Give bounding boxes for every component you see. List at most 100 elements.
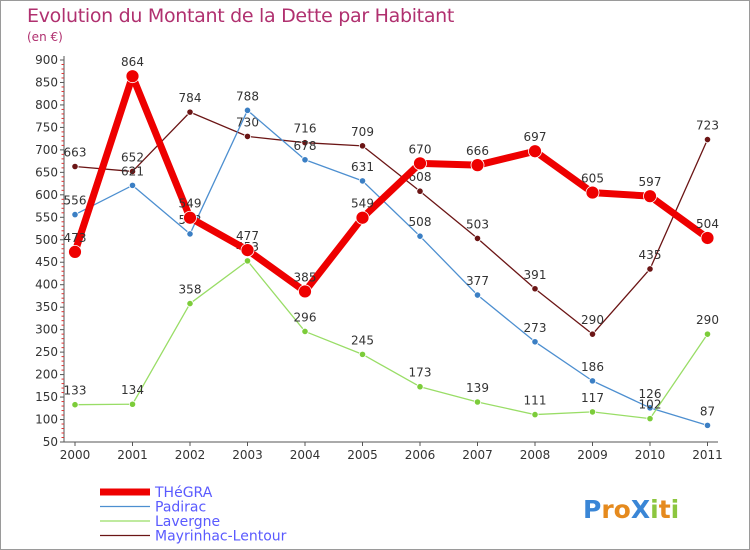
data-point-padirac: [473, 291, 482, 299]
data-point-lavergne: [301, 327, 309, 336]
data-label-lavergne: 290: [696, 313, 719, 327]
data-label-th-gra: 697: [524, 130, 547, 144]
data-point-lavergne: [646, 415, 654, 423]
data-point-lavergne: [416, 383, 424, 391]
series-lavergne: 133134358453296245173139111117102290: [64, 240, 719, 423]
data-label-lavergne: 111: [524, 394, 547, 408]
data-label-padirac: 788: [236, 89, 259, 103]
data-point-th-gra: [643, 189, 657, 204]
data-point-padirac: [531, 338, 539, 346]
data-label-mayrinhac-lentour: 716: [294, 122, 317, 136]
data-point-lavergne: [71, 401, 79, 409]
y-tick-label: 300: [35, 323, 58, 337]
data-label-mayrinhac-lentour: 709: [351, 125, 374, 139]
y-tick-label: 350: [35, 300, 58, 314]
data-point-padirac: [358, 177, 367, 185]
data-point-lavergne: [186, 299, 194, 308]
data-point-lavergne: [588, 408, 597, 416]
data-point-th-gra: [700, 231, 715, 245]
x-tick-label: 2011: [692, 448, 723, 462]
y-tick-label: 200: [35, 368, 58, 382]
data-point-mayrinhac-lentour: [531, 285, 539, 293]
data-label-mayrinhac-lentour: 652: [121, 150, 144, 164]
data-label-th-gra: 385: [294, 270, 317, 284]
data-label-lavergne: 358: [179, 283, 202, 297]
series-mayrinhac-lentour: 663 652 784 730 716 709 608 503 391 290 435 723: [64, 91, 719, 338]
data-point-mayrinhac-lentour: [301, 139, 309, 147]
data-label-th-gra: 597: [639, 175, 662, 189]
data-point-th-gra: [298, 284, 312, 299]
y-tick-label: 900: [35, 53, 58, 67]
data-point-mayrinhac-lentour: [128, 167, 137, 176]
data-point-padirac: [301, 156, 309, 164]
data-label-mayrinhac-lentour: 723: [696, 119, 719, 133]
data-label-th-gra: 864: [121, 55, 144, 69]
x-tick-label: 2000: [60, 448, 91, 462]
y-tick-label: 500: [35, 233, 58, 247]
data-label-lavergne: 139: [466, 381, 489, 395]
data-label-padirac: 87: [700, 404, 715, 418]
series-padirac: 55662151378867863150837727318612687: [64, 89, 715, 429]
data-label-padirac: 126: [639, 387, 662, 401]
data-label-padirac: 186: [581, 360, 604, 374]
x-tick-label: 2003: [232, 448, 263, 462]
data-point-mayrinhac-lentour: [416, 187, 424, 195]
data-label-padirac: 377: [466, 274, 489, 288]
data-point-th-gra: [413, 156, 427, 171]
y-tick-label: 750: [35, 120, 58, 134]
data-point-lavergne: [243, 257, 252, 265]
data-label-padirac: 273: [524, 321, 547, 335]
data-point-padirac: [243, 106, 252, 114]
data-point-th-gra: [528, 144, 542, 159]
data-point-padirac: [128, 181, 137, 189]
y-tick-label: 600: [35, 188, 58, 202]
x-tick-label: 2002: [175, 448, 206, 462]
data-label-lavergne: 102: [639, 398, 662, 412]
data-label-lavergne: 245: [351, 333, 374, 347]
data-label-mayrinhac-lentour: 391: [524, 268, 547, 282]
data-label-th-gra: 549: [351, 197, 374, 211]
data-point-mayrinhac-lentour: [186, 108, 194, 116]
chart-title: Evolution du Montant de la Dette par Hab…: [27, 5, 455, 27]
data-point-lavergne: [703, 330, 712, 338]
data-label-th-gra: 666: [466, 144, 489, 158]
data-label-padirac: 678: [294, 139, 317, 153]
y-tick-label: 650: [35, 165, 58, 179]
data-point-mayrinhac-lentour: [71, 162, 79, 171]
series-line-mayrinhac-lentour: [74, 111, 709, 335]
x-tick-label: 2007: [462, 448, 493, 462]
data-label-th-gra: 605: [581, 172, 604, 186]
data-label-th-gra: 477: [236, 229, 259, 243]
data-point-padirac: [703, 421, 712, 429]
data-label-mayrinhac-lentour: 435: [639, 248, 662, 262]
x-tick-label: 2001: [117, 448, 148, 462]
x-tick-label: 2006: [405, 448, 436, 462]
y-tick-label: 450: [35, 255, 58, 269]
data-label-lavergne: 117: [581, 391, 604, 405]
legend-label-padirac: Padirac: [155, 500, 206, 516]
data-point-mayrinhac-lentour: [473, 234, 482, 243]
data-point-th-gra: [585, 185, 600, 200]
series-th-gra: 473 864 549 477 385 549 670 666 697 605 597 504: [64, 55, 719, 299]
y-tick-label: 850: [35, 75, 58, 89]
data-point-mayrinhac-lentour: [358, 142, 367, 150]
data-point-padirac: [71, 210, 79, 219]
y-tick-label: 800: [35, 98, 58, 112]
data-point-th-gra: [240, 243, 255, 258]
logo-text: ProXiti: [583, 495, 679, 524]
y-tick-label: 250: [35, 345, 58, 359]
data-point-padirac: [646, 404, 654, 412]
data-point-lavergne: [473, 398, 482, 406]
data-label-th-gra: 670: [409, 142, 432, 156]
data-label-th-gra: 549: [179, 197, 202, 211]
legend-label-lavergne: Lavergne: [155, 514, 220, 530]
data-point-padirac: [186, 230, 194, 238]
series-line-lavergne: [74, 260, 709, 420]
data-point-padirac: [588, 377, 597, 385]
x-tick-label: 2009: [577, 448, 608, 462]
data-label-padirac: 508: [409, 215, 432, 229]
data-label-lavergne: 296: [294, 310, 317, 324]
x-tick-label: 2008: [520, 448, 551, 462]
data-label-mayrinhac-lentour: 503: [466, 217, 489, 231]
